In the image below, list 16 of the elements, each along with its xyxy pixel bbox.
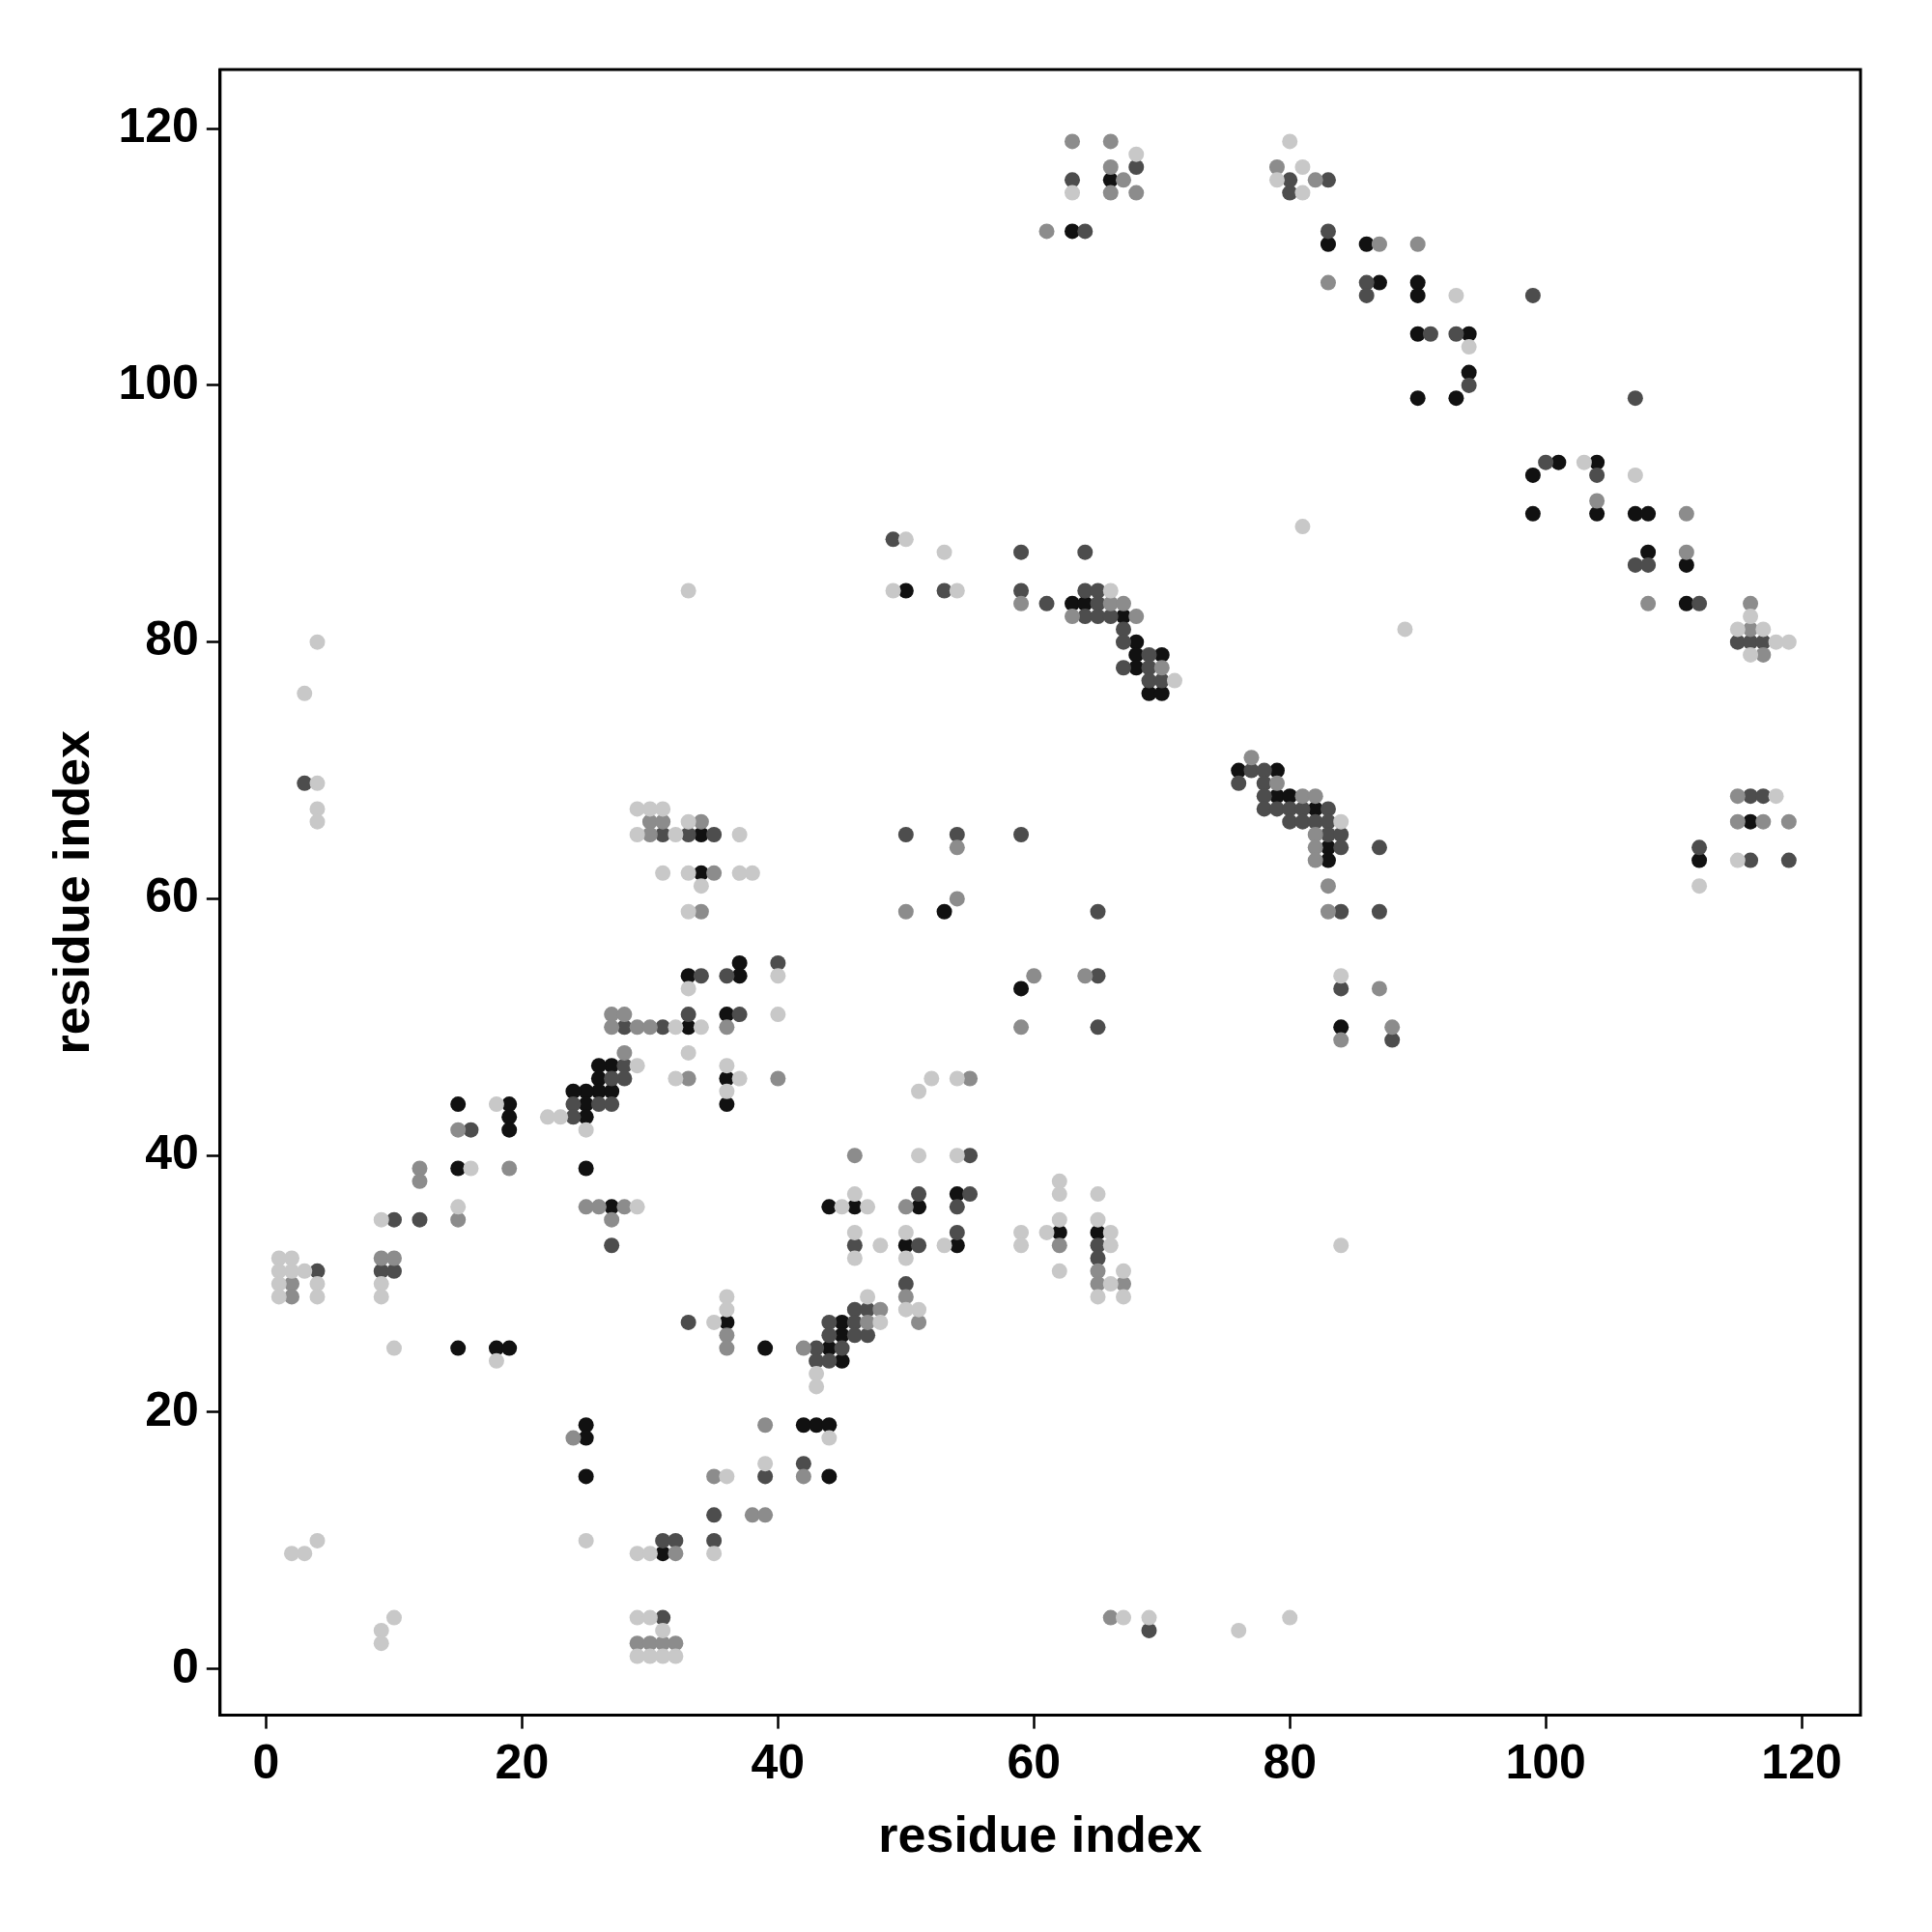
y-tick-label: 100: [118, 355, 199, 410]
x-tick-label: 20: [495, 1735, 550, 1790]
x-tick-label: 0: [252, 1735, 280, 1790]
x-tick-label: 100: [1505, 1735, 1586, 1790]
x-tick-label: 40: [751, 1735, 806, 1790]
y-tick-label: 40: [145, 1125, 199, 1179]
y-tick-label: 80: [145, 611, 199, 667]
x-tick-label: 60: [1007, 1735, 1062, 1790]
y-tick-label: 0: [172, 1638, 199, 1693]
x-tick-label: 80: [1263, 1735, 1318, 1790]
x-tick-label: 120: [1761, 1735, 1842, 1790]
y-axis-title: residue index: [43, 730, 99, 1055]
y-tick-label: 120: [118, 98, 199, 153]
x-axis-title: residue index: [878, 1806, 1203, 1863]
y-tick-label: 60: [145, 868, 199, 923]
y-tick-label: 20: [145, 1381, 199, 1436]
